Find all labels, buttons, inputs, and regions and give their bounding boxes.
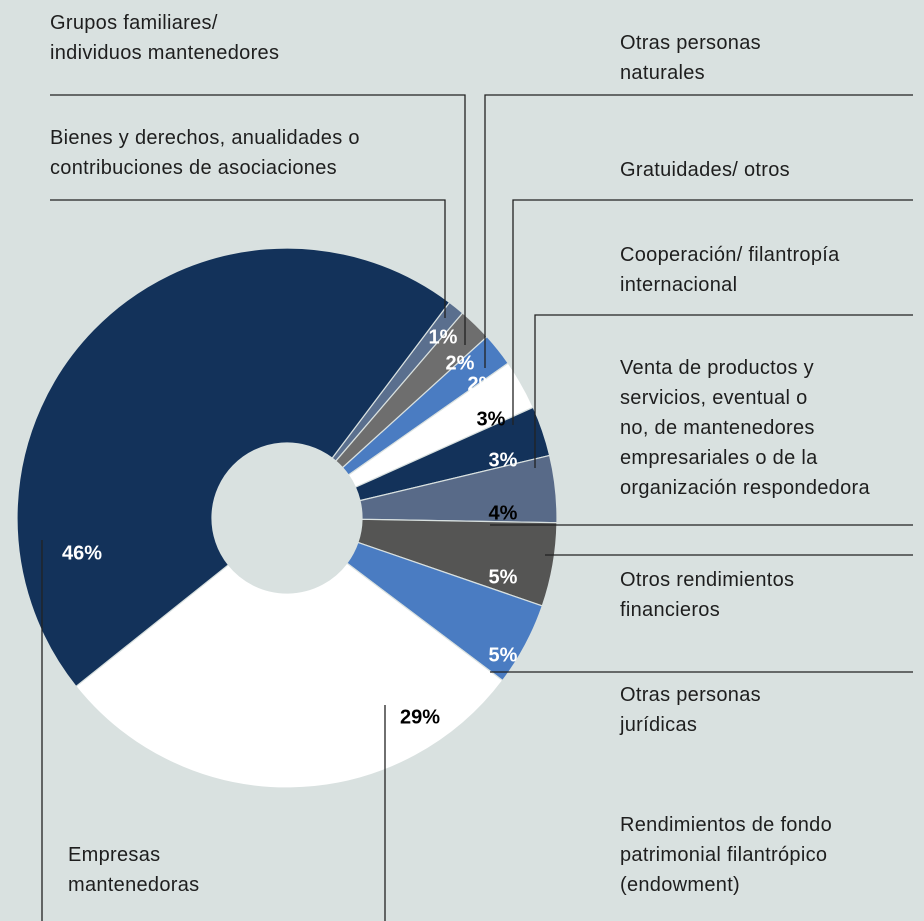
category-label: Otras personas jurídicas: [620, 684, 761, 736]
leader-line: [512, 199, 913, 425]
value-label: 1%: [429, 326, 458, 348]
category-label: Gratuidades/ otros: [620, 159, 790, 181]
leader-line: [534, 314, 913, 468]
category-label: Bienes y derechos, anualidades o contrib…: [50, 127, 360, 179]
value-label: 46%: [62, 542, 102, 564]
category-label: Otros rendimientos financieros: [620, 569, 795, 621]
value-label: 4%: [489, 502, 518, 524]
category-label: Rendimientos de fondo patrimonial filant…: [620, 814, 832, 896]
slice: [75, 562, 504, 789]
category-label: Venta de productos y servicios, eventual…: [620, 357, 870, 499]
leader-line: [50, 199, 446, 318]
category-label: Grupos familiares/ individuos mantenedor…: [50, 12, 280, 64]
value-label: 2%: [446, 352, 475, 374]
leader-line: [50, 94, 466, 345]
value-label: 5%: [489, 644, 518, 666]
value-label: 29%: [400, 706, 440, 728]
slice: [16, 247, 451, 688]
category-label: Cooperación/ filantropía internacional: [620, 244, 840, 296]
value-label: 3%: [489, 449, 518, 471]
leader-line: [484, 94, 913, 368]
value-label: 3%: [477, 408, 506, 430]
category-label: Empresas mantenedoras: [68, 844, 200, 896]
value-label: 2%: [468, 373, 497, 395]
value-label: 5%: [489, 566, 518, 588]
category-label: Otras personas naturales: [620, 32, 761, 84]
